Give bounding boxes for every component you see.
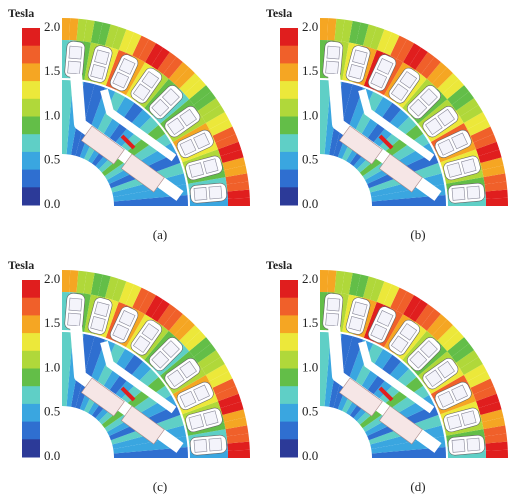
stator-field [486, 198, 508, 206]
colorbar-tick-label: 0.0 [44, 196, 60, 211]
stator-field [62, 18, 70, 40]
stator-field [228, 198, 250, 206]
colorbar-tick-label: 0.5 [302, 152, 318, 167]
colorbar-title: Tesla [8, 258, 34, 272]
colorbar-band [280, 404, 298, 422]
winding [327, 46, 340, 59]
colorbar-band [22, 28, 40, 46]
colorbar-band [280, 187, 298, 205]
colorbar-band [280, 439, 298, 457]
winding [69, 46, 82, 59]
colorbar-band [22, 439, 40, 457]
panel: Tesla 2.0 1.5 1.0 0.5 0.0 (d) [266, 258, 508, 494]
colorbar-band [22, 386, 40, 404]
colorbar-band [280, 152, 298, 170]
colorbar-tick-label: 1.5 [302, 63, 318, 78]
colorbar-title: Tesla [266, 6, 292, 20]
stator-field [486, 450, 508, 458]
stator-field [228, 450, 250, 458]
winding [326, 313, 339, 326]
colorbar-band [280, 298, 298, 316]
colorbar-band [22, 187, 40, 205]
colorbar-band [280, 422, 298, 440]
colorbar-band [280, 170, 298, 188]
panel-label: (b) [410, 227, 425, 242]
colorbar-band [280, 315, 298, 333]
colorbar-band [22, 134, 40, 152]
colorbar-tick-label: 0.0 [44, 448, 60, 463]
colorbar-tick-label: 1.0 [44, 107, 60, 122]
colorbar-band [280, 351, 298, 369]
colorbar-band [280, 117, 298, 135]
winding [194, 439, 207, 452]
colorbar-band [22, 46, 40, 64]
colorbar-band [280, 46, 298, 64]
winding [467, 186, 480, 199]
colorbar-band [22, 315, 40, 333]
panel-label: (d) [410, 479, 425, 494]
colorbar-band [22, 280, 40, 298]
colorbar-tick-label: 1.5 [302, 315, 318, 330]
winding [467, 438, 480, 451]
colorbar-band [22, 152, 40, 170]
colorbar-tick-label: 1.0 [302, 107, 318, 122]
winding [209, 438, 222, 451]
figure: Tesla 2.0 1.5 1.0 0.5 0.0 (a) Tesla 2.0 1.5 1.0 0.5… [0, 0, 521, 497]
colorbar-tick-label: 0.5 [302, 404, 318, 419]
colorbar-band [22, 404, 40, 422]
winding [452, 439, 465, 452]
colorbar-tick-label: 0.0 [302, 196, 318, 211]
colorbar-band [280, 134, 298, 152]
colorbar-band [22, 170, 40, 188]
colorbar-band [280, 369, 298, 387]
panel-label: (a) [153, 227, 167, 242]
colorbar-band [22, 117, 40, 135]
colorbar-band [22, 81, 40, 99]
panel: Tesla 2.0 1.5 1.0 0.5 0.0 (c) [8, 258, 250, 494]
colorbar-tick-label: 2.0 [44, 271, 60, 286]
colorbar-band [280, 99, 298, 117]
winding [194, 187, 207, 200]
winding [68, 61, 81, 74]
winding [209, 186, 222, 199]
colorbar-tick-label: 0.0 [302, 448, 318, 463]
stator-field [320, 18, 328, 40]
colorbar-band [280, 63, 298, 81]
colorbar-band [280, 28, 298, 46]
colorbar-band [280, 333, 298, 351]
winding [68, 313, 81, 326]
colorbar-tick-label: 0.5 [44, 152, 60, 167]
colorbar-title: Tesla [8, 6, 34, 20]
panel: Tesla 2.0 1.5 1.0 0.5 0.0 (b) [266, 6, 508, 242]
colorbar-band [22, 63, 40, 81]
colorbar-band [22, 351, 40, 369]
colorbar-band [280, 81, 298, 99]
colorbar-tick-label: 2.0 [302, 19, 318, 34]
winding [326, 61, 339, 74]
winding [69, 298, 82, 311]
panel-label: (c) [153, 479, 167, 494]
winding [327, 298, 340, 311]
winding [452, 187, 465, 200]
colorbar-band [22, 333, 40, 351]
colorbar-tick-label: 1.0 [44, 359, 60, 374]
colorbar-band [22, 99, 40, 117]
colorbar-title: Tesla [266, 258, 292, 272]
colorbar-band [22, 298, 40, 316]
colorbar-band [280, 386, 298, 404]
colorbar-tick-label: 2.0 [44, 19, 60, 34]
colorbar-band [280, 280, 298, 298]
colorbar-tick-label: 0.5 [44, 404, 60, 419]
colorbar-tick-label: 2.0 [302, 271, 318, 286]
colorbar-band [22, 422, 40, 440]
colorbar-tick-label: 1.5 [44, 315, 60, 330]
colorbar-band [22, 369, 40, 387]
colorbar-tick-label: 1.0 [302, 359, 318, 374]
stator-field [62, 270, 70, 292]
winding [91, 64, 106, 79]
stator-field [320, 270, 328, 292]
panel: Tesla 2.0 1.5 1.0 0.5 0.0 (a) [8, 6, 250, 242]
colorbar-tick-label: 1.5 [44, 63, 60, 78]
